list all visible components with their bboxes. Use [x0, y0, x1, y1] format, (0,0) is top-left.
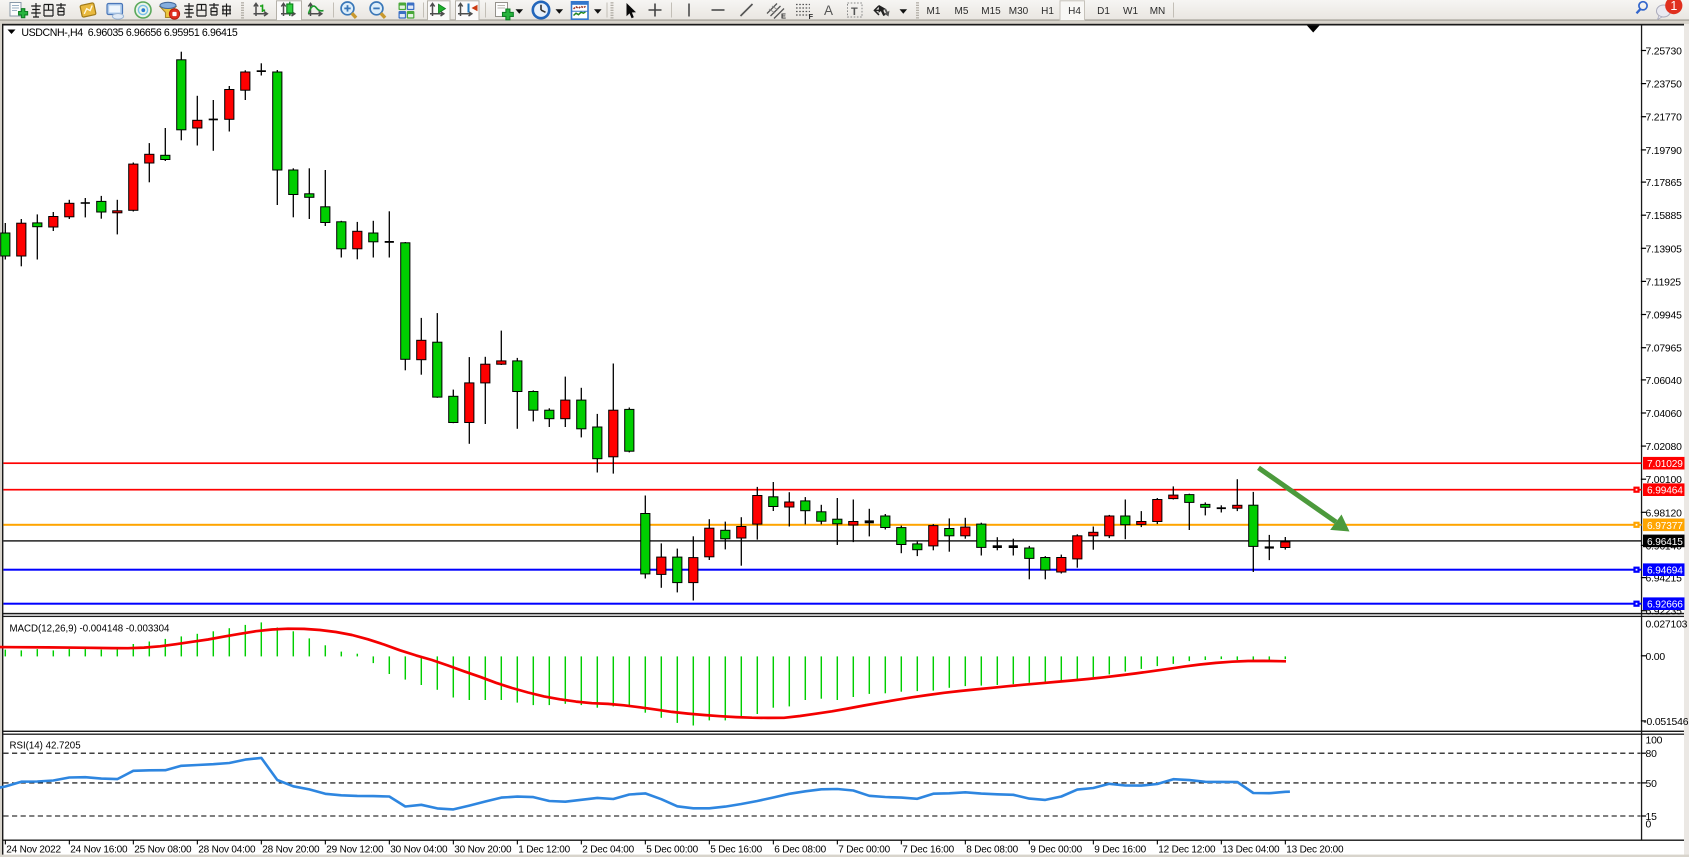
svg-text:0: 0 [1646, 820, 1652, 831]
svg-text:7.23750: 7.23750 [1646, 80, 1683, 91]
svg-text:13 Dec 20:00: 13 Dec 20:00 [1286, 845, 1344, 856]
svg-text:7.21770: 7.21770 [1646, 113, 1683, 124]
svg-text:9 Dec 00:00: 9 Dec 00:00 [1030, 845, 1082, 856]
svg-text:6.92235: 6.92235 [1646, 607, 1683, 618]
svg-text:30 Nov 20:00: 30 Nov 20:00 [454, 845, 512, 856]
svg-text:RSI(14) 42.7205: RSI(14) 42.7205 [10, 741, 81, 752]
svg-text:6 Dec 08:00: 6 Dec 08:00 [774, 845, 826, 856]
svg-text:1: 1 [1670, 0, 1677, 13]
svg-text:D1: D1 [1097, 6, 1110, 17]
svg-text:M15: M15 [981, 6, 1001, 17]
svg-text:8 Dec 08:00: 8 Dec 08:00 [966, 845, 1018, 856]
svg-text:7.17865: 7.17865 [1646, 178, 1683, 189]
svg-text:7 Dec 00:00: 7 Dec 00:00 [838, 845, 890, 856]
svg-text:1 Dec 12:00: 1 Dec 12:00 [518, 845, 570, 856]
svg-text:0.027103: 0.027103 [1646, 620, 1688, 631]
svg-text:6.92666: 6.92666 [1647, 600, 1683, 611]
svg-text:USDCNH-,H4 6.96035 6.96656 6.: USDCNH-,H4 6.96035 6.96656 6.95951 6.964… [21, 27, 238, 39]
svg-text:0.00: 0.00 [1646, 652, 1666, 663]
svg-text:5 Dec 16:00: 5 Dec 16:00 [710, 845, 762, 856]
svg-text:50: 50 [1646, 779, 1658, 790]
svg-text:5 Dec 00:00: 5 Dec 00:00 [646, 845, 698, 856]
svg-text:H1: H1 [1041, 6, 1054, 17]
svg-text:6.96415: 6.96415 [1647, 537, 1683, 548]
svg-text:28 Nov 20:00: 28 Nov 20:00 [262, 845, 320, 856]
svg-text:MACD(12,26,9) -0.004148 -0.003: MACD(12,26,9) -0.004148 -0.003304 [10, 624, 171, 635]
svg-text:30 Nov 04:00: 30 Nov 04:00 [390, 845, 448, 856]
svg-text:M1: M1 [927, 6, 941, 17]
svg-text:9 Dec 16:00: 9 Dec 16:00 [1094, 845, 1146, 856]
svg-text:24 Nov 2022: 24 Nov 2022 [6, 845, 61, 856]
svg-text:29 Nov 12:00: 29 Nov 12:00 [326, 845, 384, 856]
svg-text:F: F [809, 12, 814, 21]
svg-text:W1: W1 [1123, 6, 1138, 17]
svg-text:6.99464: 6.99464 [1647, 486, 1683, 497]
svg-text:7.13905: 7.13905 [1646, 244, 1683, 255]
svg-text:7.01029: 7.01029 [1647, 459, 1683, 470]
svg-text:6.98120: 6.98120 [1646, 508, 1683, 519]
svg-text:13 Dec 04:00: 13 Dec 04:00 [1222, 845, 1280, 856]
svg-text:80: 80 [1646, 749, 1658, 760]
svg-text:T: T [851, 6, 858, 18]
svg-text:E: E [781, 12, 786, 21]
svg-text:7.25730: 7.25730 [1646, 47, 1683, 58]
svg-text:H4: H4 [1068, 6, 1081, 17]
svg-text:25 Nov 08:00: 25 Nov 08:00 [134, 845, 192, 856]
svg-text:7.15885: 7.15885 [1646, 211, 1683, 222]
svg-text:M5: M5 [955, 6, 969, 17]
svg-text:6.94215: 6.94215 [1646, 574, 1683, 585]
svg-text:-0.051546: -0.051546 [1643, 717, 1688, 728]
svg-text:6.94694: 6.94694 [1647, 566, 1683, 577]
svg-text:7.06040: 7.06040 [1646, 376, 1683, 387]
svg-text:7 Dec 16:00: 7 Dec 16:00 [902, 845, 954, 856]
svg-text:6.97377: 6.97377 [1647, 521, 1683, 532]
svg-text:2 Dec 04:00: 2 Dec 04:00 [582, 845, 634, 856]
svg-text:24 Nov 16:00: 24 Nov 16:00 [70, 845, 128, 856]
svg-text:7.19790: 7.19790 [1646, 146, 1683, 157]
svg-text:28 Nov 04:00: 28 Nov 04:00 [198, 845, 256, 856]
svg-text:100: 100 [1646, 736, 1663, 747]
svg-text:A: A [824, 3, 833, 18]
svg-text:M30: M30 [1009, 6, 1029, 17]
svg-text:12 Dec 12:00: 12 Dec 12:00 [1158, 845, 1216, 856]
svg-text:7.02080: 7.02080 [1646, 442, 1683, 453]
svg-text:7.11925: 7.11925 [1646, 277, 1682, 288]
svg-text:7.00100: 7.00100 [1646, 475, 1683, 486]
svg-text:7.07965: 7.07965 [1646, 344, 1683, 355]
svg-text:15: 15 [1646, 812, 1658, 823]
svg-text:MN: MN [1150, 6, 1166, 17]
svg-text:7.09945: 7.09945 [1646, 311, 1683, 322]
svg-text:7.04060: 7.04060 [1646, 409, 1683, 420]
